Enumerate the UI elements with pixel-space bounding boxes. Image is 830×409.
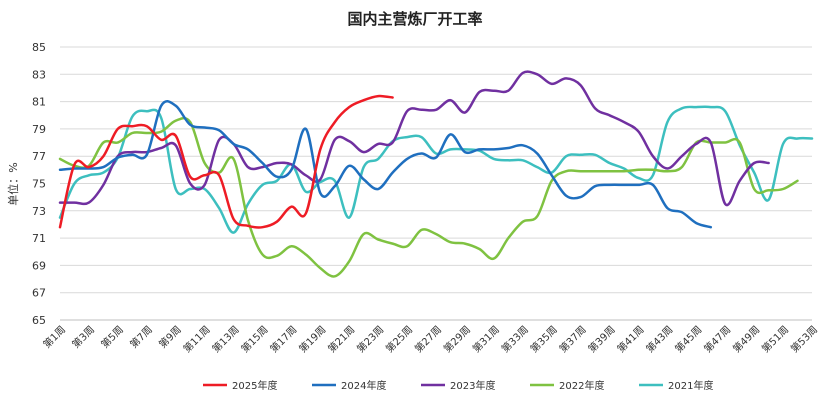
y-tick-label: 67 <box>32 287 46 300</box>
x-tick-label: 第5周 <box>98 323 126 351</box>
x-tick-label: 第15周 <box>238 323 270 355</box>
gridlines <box>60 46 812 321</box>
y-axis-ticks: 65 67 69 71 73 75 77 79 81 83 85 <box>32 41 46 327</box>
x-tick-label: 第7周 <box>127 323 155 351</box>
series-line-2024年度 <box>58 100 713 229</box>
y-tick-label: 71 <box>32 232 46 245</box>
x-tick-label: 第49周 <box>730 323 762 355</box>
series-lines <box>58 70 814 278</box>
y-tick-label: 85 <box>32 41 46 54</box>
x-tick-label: 第1周 <box>40 323 68 351</box>
x-tick-label: 第11周 <box>180 323 212 355</box>
series-line-2021年度 <box>58 105 814 234</box>
x-tick-label: 第33周 <box>499 323 531 355</box>
y-axis-label: 单位：% <box>6 162 20 205</box>
legend-label: 2025年度 <box>232 379 277 392</box>
x-tick-label: 第13周 <box>209 323 241 355</box>
x-tick-label: 第31周 <box>470 323 502 355</box>
legend-label: 2022年度 <box>559 379 604 392</box>
chart-title: 国内主营炼厂开工率 <box>347 10 482 28</box>
x-tick-label: 第23周 <box>354 323 386 355</box>
legend-label: 2023年度 <box>450 379 495 392</box>
x-tick-label: 第19周 <box>296 323 328 355</box>
x-tick-label: 第3周 <box>69 323 97 351</box>
x-tick-label: 第41周 <box>614 323 646 355</box>
y-tick-label: 73 <box>32 205 46 218</box>
x-tick-label: 第35周 <box>527 323 559 355</box>
x-tick-label: 第29周 <box>441 323 473 355</box>
series-line-2023年度 <box>58 70 770 207</box>
y-tick-label: 75 <box>32 178 46 191</box>
y-tick-label: 79 <box>32 123 46 136</box>
x-tick-label: 第27周 <box>412 323 444 355</box>
x-tick-label: 第45周 <box>672 323 704 355</box>
y-tick-label: 65 <box>32 314 46 327</box>
y-tick-label: 83 <box>32 68 46 81</box>
x-tick-label: 第37周 <box>556 323 588 355</box>
y-tick-label: 69 <box>32 259 46 272</box>
x-tick-label: 第21周 <box>325 323 357 355</box>
x-tick-label: 第17周 <box>267 323 299 355</box>
x-axis: 第1周 第3周 第5周 第7周 第9周第11周第13周第15周第17周第19周第21周第… <box>40 319 820 355</box>
x-tick-label: 第43周 <box>643 323 675 355</box>
x-tick-label: 第39周 <box>585 323 617 355</box>
x-tick-label: 第53周 <box>788 323 820 355</box>
x-tick-label: 第51周 <box>759 323 791 355</box>
series-line-2025年度 <box>58 94 394 229</box>
legend: 2025年度 2024年度 2023年度 2022年度 2021年度 <box>203 379 713 392</box>
y-tick-label: 77 <box>32 150 46 163</box>
legend-label: 2021年度 <box>668 379 713 392</box>
x-tick-label: 第25周 <box>383 323 415 355</box>
series-line-2022年度 <box>58 116 799 278</box>
legend-label: 2024年度 <box>341 379 386 392</box>
x-tick-label: 第9周 <box>156 323 184 351</box>
y-tick-label: 81 <box>32 96 46 109</box>
x-tick-label: 第47周 <box>701 323 733 355</box>
